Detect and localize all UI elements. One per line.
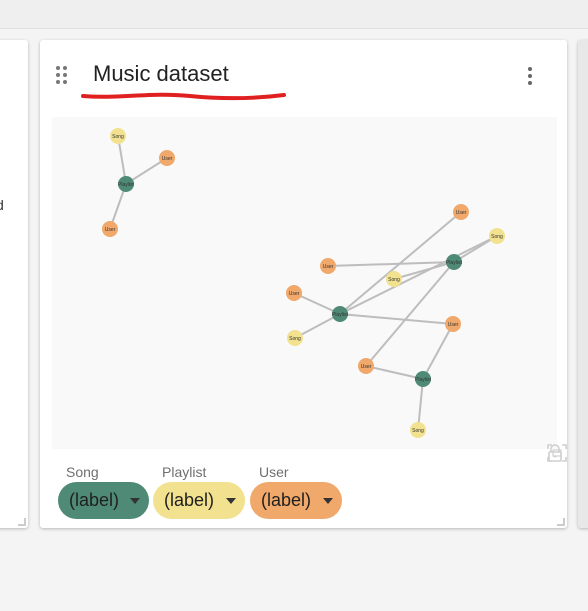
graph-node-label: Song <box>491 234 503 240</box>
left-card-text: d <box>0 197 4 213</box>
graph-node-playlist[interactable]: Playlist <box>332 306 349 322</box>
graph-edge <box>327 261 455 267</box>
graph-node-label: User <box>289 291 300 297</box>
song-dropdown-value: (label) <box>69 490 120 510</box>
graph-node-label: Playlist <box>415 377 431 383</box>
graph-edge <box>339 235 498 315</box>
graph-edge <box>293 292 341 315</box>
graph-node-label: Song <box>412 428 424 434</box>
graph-node-user[interactable]: User <box>453 204 469 220</box>
top-bar <box>0 0 588 29</box>
graph-edge <box>294 313 341 339</box>
graph-edge <box>339 313 454 325</box>
graph-node-label: Playlist <box>332 312 348 318</box>
graph-node-user[interactable]: User <box>445 316 461 332</box>
graph-edge <box>117 135 127 185</box>
playlist-dropdown-value: (label) <box>164 490 215 510</box>
resize-handle[interactable] <box>18 518 26 526</box>
graph-node-user[interactable]: User <box>320 258 336 274</box>
chevron-down-icon <box>130 498 140 504</box>
graph-node-label: User <box>361 364 372 370</box>
chevron-down-icon <box>226 498 236 504</box>
playlist-label-dropdown[interactable]: (label) <box>153 482 245 519</box>
drag-handle-icon[interactable] <box>55 65 69 85</box>
left-card-fragment: d <box>0 40 28 528</box>
right-card-fragment <box>578 40 588 528</box>
graph-node-label: User <box>105 227 116 233</box>
graph-edge <box>365 261 455 367</box>
graph-node-user[interactable]: User <box>286 285 302 301</box>
graph-node-label: Playlist <box>118 182 134 188</box>
user-label-dropdown[interactable]: (label) <box>250 482 342 519</box>
graph-node-label: Song <box>112 134 124 140</box>
card-title: Music dataset <box>93 61 229 86</box>
graph-node-label: User <box>162 156 173 162</box>
red-underline-annotation <box>81 92 286 101</box>
graph-node-playlist[interactable]: Playlist <box>118 176 135 192</box>
chevron-down-icon <box>323 498 333 504</box>
more-options-button[interactable] <box>523 65 537 87</box>
graph-canvas[interactable]: Song User Playlist User User Song Playlist User… <box>52 117 567 462</box>
song-label-dropdown[interactable]: (label) <box>58 482 149 519</box>
graph-node-label: Song <box>289 336 301 342</box>
graph-svg: Song User Playlist User User Song Playlist User… <box>102 128 505 438</box>
graph-node-song[interactable]: Song <box>287 330 303 346</box>
graph-node-user[interactable]: User <box>358 358 374 374</box>
legend-song-label: Song <box>66 464 99 480</box>
graph-edge <box>422 323 454 380</box>
resize-handle[interactable] <box>557 518 565 526</box>
graph-node-song[interactable]: Song <box>110 128 126 144</box>
graph-node-user[interactable]: User <box>159 150 175 166</box>
graph-node-label: Playlist <box>446 260 462 266</box>
graph-node-song[interactable]: Song <box>386 271 402 287</box>
legend-playlist-label: Playlist <box>162 464 207 480</box>
graph-node-label: User <box>456 210 467 216</box>
graph-edge <box>365 365 424 380</box>
graph-node-label: User <box>448 322 459 328</box>
graph-node-song[interactable]: Song <box>489 228 505 244</box>
graph-node-song[interactable]: Song <box>410 422 426 438</box>
legend-user-label: User <box>259 464 289 480</box>
graph-node-playlist[interactable]: Playlist <box>446 254 463 270</box>
graph-edge <box>417 378 424 431</box>
graph-node-label: Song <box>388 277 400 283</box>
music-dataset-card: Music dataset Song User Playlist User User So… <box>40 40 567 528</box>
graph-node-label: User <box>323 264 334 270</box>
graph-node-user[interactable]: User <box>102 221 118 237</box>
graph-node-playlist[interactable]: Playlist <box>415 371 432 387</box>
lock-icon[interactable] <box>547 444 563 462</box>
user-dropdown-value: (label) <box>261 490 312 510</box>
graph-edge <box>393 261 455 280</box>
graph-edge <box>339 211 462 315</box>
graph-edge <box>125 157 168 185</box>
